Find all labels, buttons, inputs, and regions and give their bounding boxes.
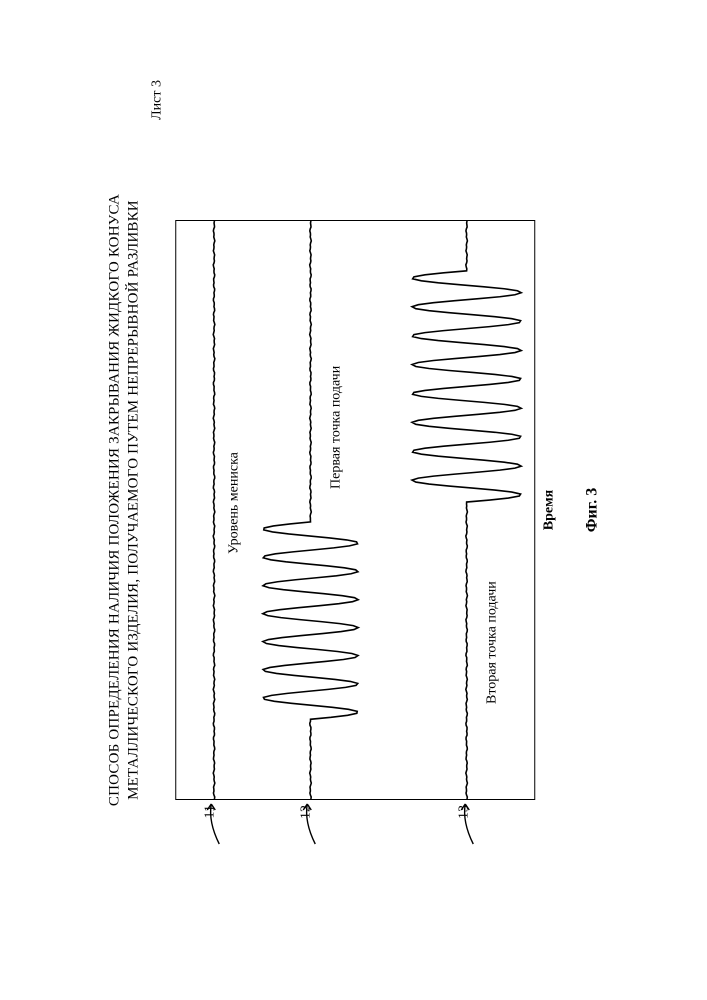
title-line-2: МЕТАЛЛИЧЕСКОГО ИЗДЕЛИЯ, ПОЛУЧАЕМОГО ПУТЕ…: [125, 200, 141, 800]
ref-arrow-12: [301, 802, 317, 852]
ref-arrow-13: [459, 802, 475, 852]
curve-11-label: Уровень мениска: [226, 452, 242, 554]
ref-arrow-11: [205, 802, 221, 852]
rotated-content: СПОСОБ ОПРЕДЕЛЕНИЯ НАЛИЧИЯ ПОЛОЖЕНИЯ ЗАК…: [105, 70, 601, 930]
x-axis-label: Время: [541, 220, 557, 800]
sheet-number-label: Лист 3: [149, 80, 165, 930]
figure-caption: Фиг. 3: [583, 220, 601, 800]
curve-12-path: [262, 221, 357, 799]
curve-13-label: Вторая точка подачи: [484, 581, 500, 704]
page: СПОСОБ ОПРЕДЕЛЕНИЯ НАЛИЧИЯ ПОЛОЖЕНИЯ ЗАК…: [0, 0, 707, 1000]
curve-12-label: Первая точка подачи: [328, 366, 344, 489]
chart-frame: Уровень мениска Первая точка подачи Втор…: [175, 220, 535, 800]
curve-13-path: [412, 221, 521, 799]
document-title: СПОСОБ ОПРЕДЕЛЕНИЯ НАЛИЧИЯ ПОЛОЖЕНИЯ ЗАК…: [105, 70, 143, 930]
figure-3: 11 12 13 Уровень менис: [175, 140, 601, 860]
curve-11-path: [213, 221, 215, 799]
title-line-1: СПОСОБ ОПРЕДЕЛЕНИЯ НАЛИЧИЯ ПОЛОЖЕНИЯ ЗАК…: [106, 194, 122, 806]
